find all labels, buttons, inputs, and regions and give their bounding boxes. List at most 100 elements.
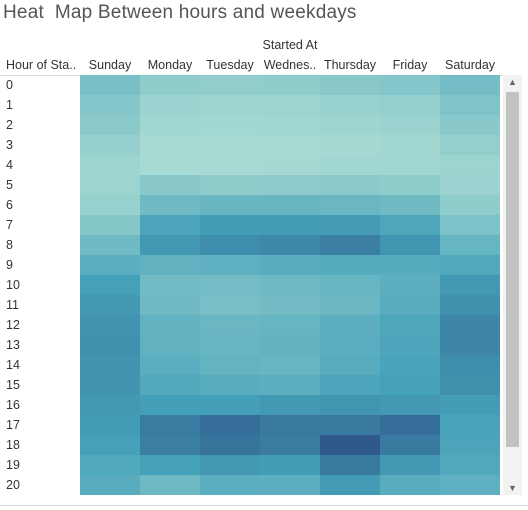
heatmap-cell[interactable] [260,75,320,95]
heatmap-cell[interactable] [380,135,440,155]
heatmap-cell[interactable] [320,455,380,475]
heatmap-cell[interactable] [440,95,500,115]
heatmap-cell[interactable] [80,175,140,195]
heatmap-cell[interactable] [320,175,380,195]
heatmap-cell[interactable] [380,195,440,215]
heatmap-cell[interactable] [200,115,260,135]
heatmap-cell[interactable] [380,215,440,235]
heatmap-cell[interactable] [380,415,440,435]
heatmap-cell[interactable] [380,75,440,95]
heatmap-cell[interactable] [140,175,200,195]
heatmap-cell[interactable] [320,335,380,355]
heatmap-cell[interactable] [260,435,320,455]
heatmap-cell[interactable] [440,355,500,375]
heatmap-cell[interactable] [80,415,140,435]
heatmap-cell[interactable] [380,295,440,315]
heatmap-cell[interactable] [80,75,140,95]
heatmap-cell[interactable] [320,195,380,215]
heatmap-cell[interactable] [380,255,440,275]
heatmap-cell[interactable] [320,395,380,415]
heatmap-cell[interactable] [200,355,260,375]
heatmap-cell[interactable] [380,375,440,395]
heatmap-cell[interactable] [80,135,140,155]
heatmap-cell[interactable] [140,415,200,435]
heatmap-cell[interactable] [200,215,260,235]
heatmap-cell[interactable] [140,155,200,175]
heatmap-cell[interactable] [80,275,140,295]
heatmap-cell[interactable] [380,175,440,195]
heatmap-cell[interactable] [80,215,140,235]
heatmap-cell[interactable] [440,315,500,335]
heatmap-cell[interactable] [440,195,500,215]
heatmap-cell[interactable] [440,235,500,255]
heatmap-cell[interactable] [140,475,200,495]
heatmap-cell[interactable] [260,175,320,195]
heatmap-cell[interactable] [440,75,500,95]
heatmap-cell[interactable] [440,415,500,435]
heatmap-cell[interactable] [440,115,500,135]
heatmap-cell[interactable] [260,155,320,175]
heatmap-cell[interactable] [320,375,380,395]
heatmap-cell[interactable] [140,435,200,455]
heatmap-cell[interactable] [140,395,200,415]
heatmap-cell[interactable] [320,155,380,175]
heatmap-cell[interactable] [200,155,260,175]
heatmap-cell[interactable] [320,355,380,375]
heatmap-cell[interactable] [80,115,140,135]
chevron-up-icon[interactable]: ▲ [508,77,517,87]
heatmap-cell[interactable] [200,395,260,415]
heatmap-cell[interactable] [200,95,260,115]
heatmap-cell[interactable] [320,255,380,275]
chevron-down-icon[interactable]: ▼ [508,483,517,493]
heatmap-cell[interactable] [320,115,380,135]
heatmap-cell[interactable] [380,315,440,335]
heatmap-cell[interactable] [140,335,200,355]
heatmap-cell[interactable] [440,275,500,295]
heatmap-cell[interactable] [260,255,320,275]
heatmap-cell[interactable] [380,235,440,255]
heatmap-cell[interactable] [200,195,260,215]
heatmap-cell[interactable] [380,335,440,355]
heatmap-cell[interactable] [320,215,380,235]
heatmap-cell[interactable] [80,375,140,395]
heatmap-cell[interactable] [200,175,260,195]
heatmap-cell[interactable] [380,435,440,455]
heatmap-cell[interactable] [320,475,380,495]
heatmap-cell[interactable] [200,315,260,335]
heatmap-cell[interactable] [80,195,140,215]
heatmap-cell[interactable] [140,275,200,295]
heatmap-cell[interactable] [140,235,200,255]
heatmap-cell[interactable] [320,295,380,315]
heatmap-cell[interactable] [140,355,200,375]
heatmap-cell[interactable] [320,135,380,155]
heatmap-cell[interactable] [80,475,140,495]
heatmap-cell[interactable] [140,315,200,335]
heatmap-cell[interactable] [440,335,500,355]
heatmap-cell[interactable] [440,155,500,175]
heatmap-cell[interactable] [440,455,500,475]
heatmap-cell[interactable] [260,455,320,475]
heatmap-cell[interactable] [380,355,440,375]
heatmap-cell[interactable] [260,235,320,255]
heatmap-cell[interactable] [200,415,260,435]
heatmap-cell[interactable] [80,295,140,315]
heatmap-cell[interactable] [260,355,320,375]
heatmap-cell[interactable] [80,455,140,475]
heatmap-cell[interactable] [260,415,320,435]
heatmap-cell[interactable] [260,115,320,135]
heatmap-cell[interactable] [140,375,200,395]
heatmap-cell[interactable] [440,375,500,395]
heatmap-cell[interactable] [80,95,140,115]
heatmap-cell[interactable] [320,435,380,455]
heatmap-cell[interactable] [200,435,260,455]
heatmap-cell[interactable] [140,455,200,475]
heatmap-cell[interactable] [440,295,500,315]
heatmap-cell[interactable] [260,315,320,335]
heatmap-cell[interactable] [80,435,140,455]
heatmap-cell[interactable] [80,315,140,335]
heatmap-cell[interactable] [440,435,500,455]
heatmap-cell[interactable] [200,275,260,295]
heatmap-cell[interactable] [440,395,500,415]
vertical-scrollbar[interactable]: ▲ ▼ [503,75,522,495]
heatmap-cell[interactable] [440,215,500,235]
